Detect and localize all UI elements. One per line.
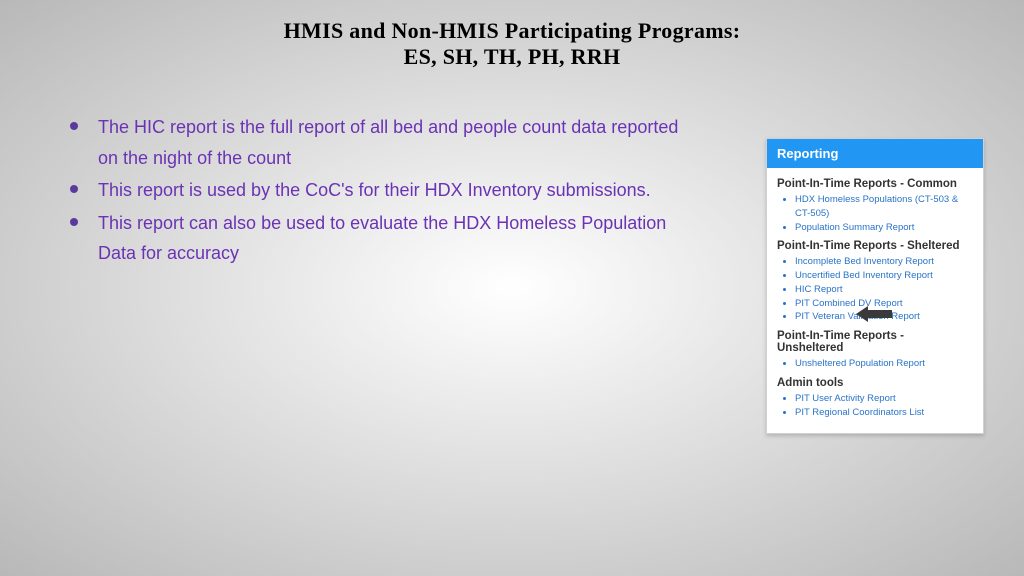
panel-body: Point-In-Time Reports - Common HDX Homel… (767, 168, 983, 433)
reporting-panel: Reporting Point-In-Time Reports - Common… (766, 138, 984, 434)
panel-header: Reporting (767, 139, 983, 168)
report-link[interactable]: HDX Homeless Populations (CT-503 & CT-50… (795, 193, 973, 221)
report-link[interactable]: Population Summary Report (795, 221, 973, 235)
section-title: Point-In-Time Reports - Sheltered (777, 240, 973, 252)
report-link[interactable]: PIT Regional Coordinators List (795, 406, 973, 420)
bullet-dot-icon (70, 218, 78, 226)
report-link[interactable]: PIT User Activity Report (795, 392, 973, 406)
slide-title: HMIS and Non-HMIS Participating Programs… (0, 0, 1024, 70)
link-list: PIT User Activity Report PIT Regional Co… (777, 392, 973, 420)
link-list: Unsheltered Population Report (777, 357, 973, 371)
bullet-item: The HIC report is the full report of all… (70, 112, 690, 173)
bullet-text: The HIC report is the full report of all… (98, 117, 678, 168)
section-title: Admin tools (777, 377, 973, 389)
link-list: HDX Homeless Populations (CT-503 & CT-50… (777, 193, 973, 234)
title-line-2: ES, SH, TH, PH, RRH (0, 44, 1024, 70)
report-link[interactable]: Incomplete Bed Inventory Report (795, 255, 973, 269)
pointer-arrow-icon (856, 306, 892, 322)
section-title: Point-In-Time Reports - Unsheltered (777, 330, 973, 354)
report-link[interactable]: Uncertified Bed Inventory Report (795, 269, 973, 283)
report-link-hic[interactable]: HIC Report (795, 283, 973, 297)
bullet-list: The HIC report is the full report of all… (70, 112, 690, 271)
report-link[interactable]: Unsheltered Population Report (795, 357, 973, 371)
bullet-item: This report can also be used to evaluate… (70, 208, 690, 269)
bullet-text: This report is used by the CoC's for the… (98, 180, 651, 200)
title-line-1: HMIS and Non-HMIS Participating Programs… (0, 18, 1024, 44)
bullet-dot-icon (70, 185, 78, 193)
section-title: Point-In-Time Reports - Common (777, 178, 973, 190)
bullet-dot-icon (70, 122, 78, 130)
bullet-item: This report is used by the CoC's for the… (70, 175, 690, 206)
bullet-text: This report can also be used to evaluate… (98, 213, 666, 264)
